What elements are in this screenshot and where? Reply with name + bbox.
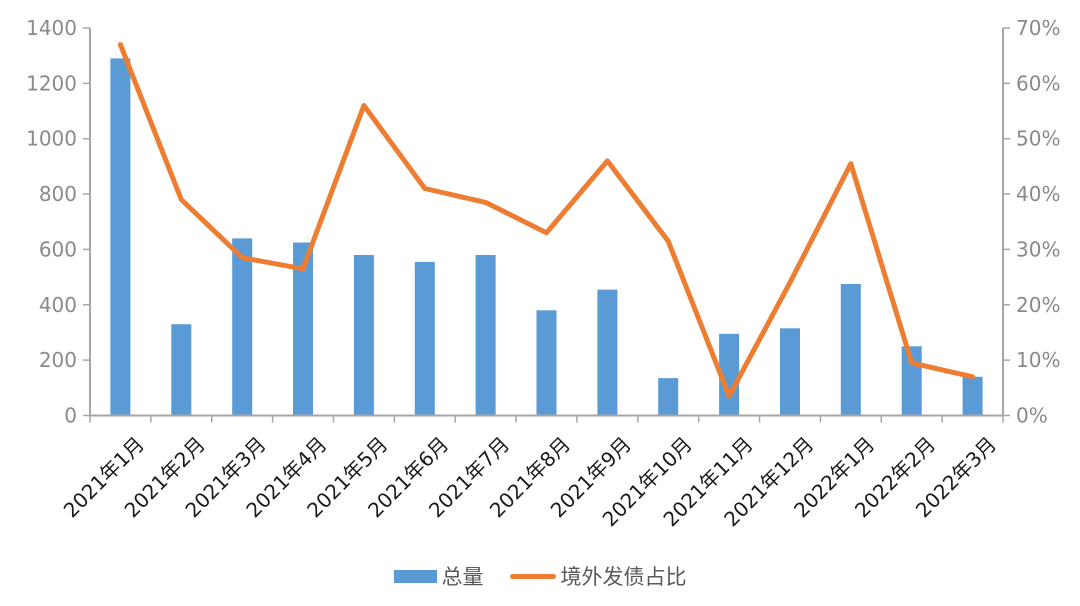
- bar-2022年3月: [962, 376, 983, 416]
- combo-chart-plot: 1400 1200 1000 800 600 400 200 0 70% 60% 50% 40% 30%…: [26, 16, 1060, 531]
- right-axis-tick-label: 0%: [1016, 404, 1048, 428]
- bar-series-swatch-icon: [393, 569, 437, 583]
- left-axis-tick-label: 200: [39, 348, 77, 372]
- legend-label-bar: 总量: [441, 565, 484, 589]
- line-series: [117, 42, 976, 399]
- bar-2021年5月: [353, 255, 374, 416]
- bar-2021年6月: [414, 261, 435, 416]
- bar-2021年1月: [110, 58, 131, 416]
- bar-2021年2月: [171, 324, 192, 416]
- right-axis-tick-label: 10%: [1016, 348, 1060, 372]
- left-axis-tick-label: 0: [64, 404, 77, 428]
- bar-2021年4月: [293, 242, 313, 416]
- right-axis-tick-label: 20%: [1016, 293, 1060, 317]
- line-series-swatch-icon: [509, 573, 556, 579]
- bar-2021年3月: [232, 238, 253, 416]
- legend-item-bar: 总量: [393, 561, 484, 591]
- left-axis-tick-label: 1000: [26, 127, 77, 151]
- bar-2021年11月: [719, 333, 740, 416]
- left-axis-tick-label: 1400: [26, 16, 77, 40]
- right-axis-tick-label: 30%: [1016, 237, 1060, 261]
- bar-2021年9月: [597, 289, 618, 416]
- right-axis-tick-label: 60%: [1016, 71, 1060, 95]
- left-axis-tick-label: 400: [39, 293, 77, 317]
- left-axis-tick-label: 800: [39, 182, 77, 206]
- legend-item-line: 境外发债占比: [509, 561, 687, 591]
- right-axis-tick-label: 70%: [1016, 16, 1060, 40]
- legend: 总量 境外发债占比: [0, 561, 1080, 591]
- bar-2021年10月: [658, 378, 679, 416]
- right-axis-tick-label: 50%: [1016, 127, 1060, 151]
- left-axis-tick-label: 600: [39, 237, 77, 261]
- bar-2022年1月: [840, 284, 861, 416]
- right-axis-tick-label: 40%: [1016, 182, 1060, 206]
- legend-label-line: 境外发债占比: [560, 565, 687, 589]
- bar-2021年8月: [536, 310, 557, 416]
- bar-2021年7月: [475, 255, 496, 416]
- bar-2021年12月: [780, 328, 800, 416]
- left-axis-tick-label: 1200: [26, 71, 77, 95]
